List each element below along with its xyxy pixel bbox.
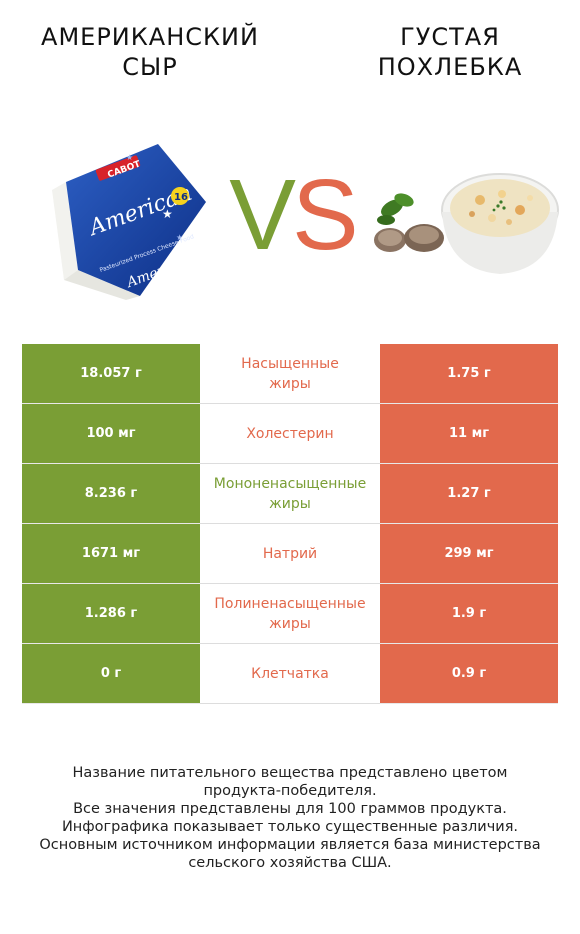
table-row: 0 г Клетчатка 0.9 г <box>22 644 558 704</box>
row-divider <box>22 703 200 704</box>
right-value: 1.27 г <box>380 464 558 523</box>
row-divider <box>22 523 200 524</box>
nutrient-name: Полиненасыщенные жиры <box>200 584 380 644</box>
svg-text:★: ★ <box>176 233 183 242</box>
right-value: 1.75 г <box>380 344 558 403</box>
nutrient-name: Насыщенные жиры <box>200 344 380 404</box>
left-value: 100 мг <box>22 404 200 463</box>
row-divider <box>380 463 558 464</box>
table-row: 100 мг Холестерин 11 мг <box>22 404 558 464</box>
right-value: 11 мг <box>380 404 558 463</box>
row-divider <box>22 583 200 584</box>
right-value: 0.9 г <box>380 644 558 703</box>
footer-line-2: продукта-победителя. <box>203 783 377 799</box>
vs-label: VS <box>222 160 362 270</box>
row-divider <box>380 643 558 644</box>
footer-notes: Название питательного вещества представл… <box>10 764 570 872</box>
left-value: 1671 мг <box>22 524 200 583</box>
left-product-title: АМЕРИКАНСКИЙ СЫР <box>15 22 285 82</box>
left-title-line2: СЫР <box>122 53 178 81</box>
right-title-line1: ГУСТАЯ <box>400 23 500 51</box>
row-divider <box>22 403 200 404</box>
row-divider <box>22 643 200 644</box>
left-value: 8.236 г <box>22 464 200 523</box>
footer-line-5: Основным источником информации является … <box>39 837 541 853</box>
left-title-line1: АМЕРИКАНСКИЙ <box>41 23 259 51</box>
left-value: 0 г <box>22 644 200 703</box>
footer-line-4: Инфографика показывает только существенн… <box>61 819 519 835</box>
comparison-table: 18.057 г Насыщенные жиры 1.75 г 100 мг Холес… <box>22 344 558 704</box>
vs-v: V <box>229 159 296 271</box>
nutrient-name: Клетчатка <box>200 644 380 704</box>
footer-line-3: Все значения представлены для 100 граммо… <box>73 801 507 817</box>
footer-line-6: сельского хозяйства США. <box>188 855 392 871</box>
left-value: 18.057 г <box>22 344 200 403</box>
svg-text:★: ★ <box>162 207 173 221</box>
clam-chowder-image <box>372 160 562 285</box>
svg-text:★: ★ <box>126 153 133 162</box>
table-row: 1.286 г Полиненасыщенные жиры 1.9 г <box>22 584 558 644</box>
nutrient-name: Мононенасыщенные жиры <box>200 464 380 524</box>
table-row: 8.236 г Мононенасыщенные жиры 1.27 г <box>22 464 558 524</box>
right-product-title: ГУСТАЯ ПОХЛЕБКА <box>330 22 570 82</box>
left-value: 1.286 г <box>22 584 200 643</box>
row-divider <box>380 703 558 704</box>
right-title-line2: ПОХЛЕБКА <box>377 53 523 81</box>
nutrient-name: Холестерин <box>200 404 380 464</box>
row-divider <box>380 583 558 584</box>
table-row: 1671 мг Натрий 299 мг <box>22 524 558 584</box>
nutrient-name: Натрий <box>200 524 380 584</box>
vs-s: S <box>292 159 359 271</box>
american-cheese-image: CABOT American 16 ★ ★ ★ Pasteurized Proc… <box>48 140 216 300</box>
right-value: 299 мг <box>380 524 558 583</box>
cheese-count-text: 16 <box>174 192 188 203</box>
right-value: 1.9 г <box>380 584 558 643</box>
row-divider <box>380 403 558 404</box>
footer-line-1: Название питательного вещества представл… <box>72 765 508 781</box>
row-divider <box>22 463 200 464</box>
row-divider <box>380 523 558 524</box>
table-row: 18.057 г Насыщенные жиры 1.75 г <box>22 344 558 404</box>
